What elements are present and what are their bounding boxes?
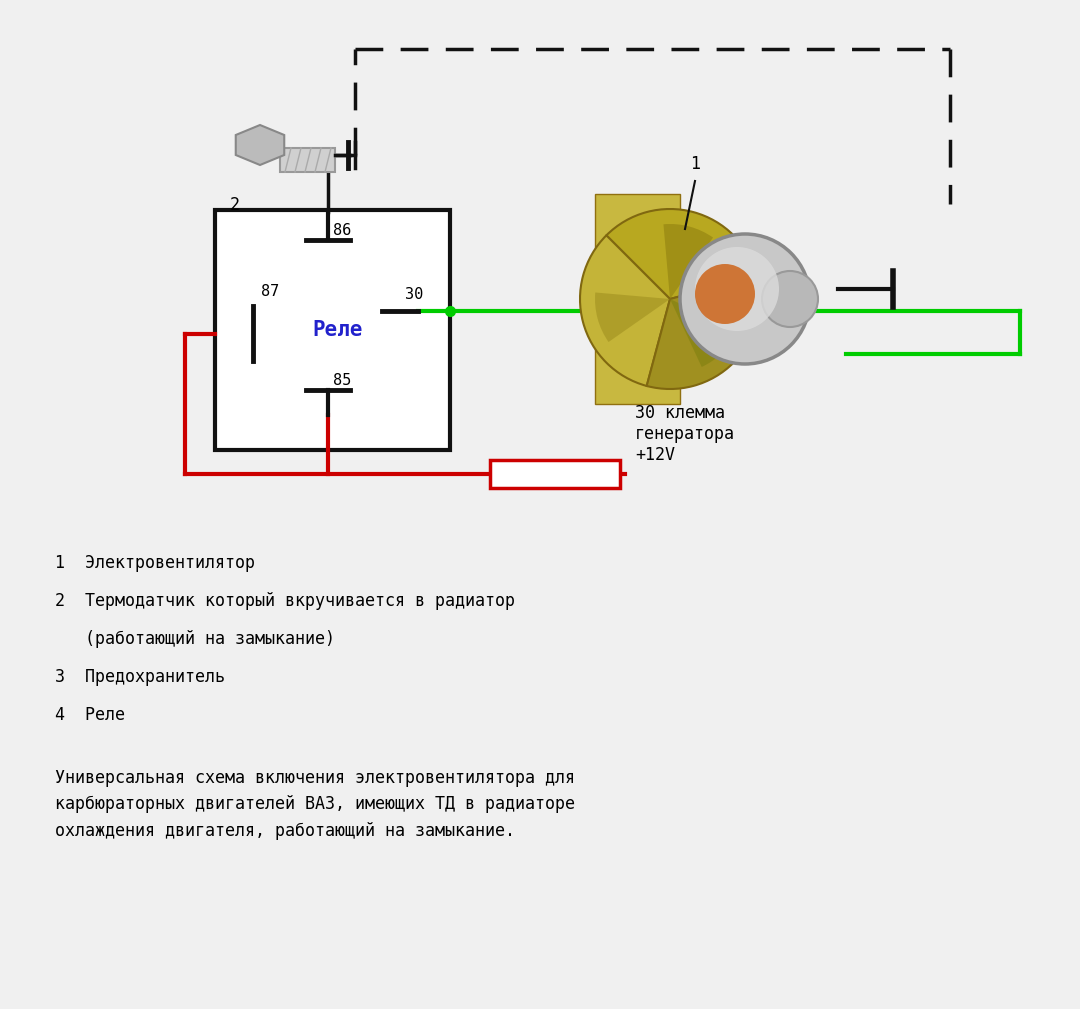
Text: 30 клемма
генератора
+12V: 30 клемма генератора +12V bbox=[635, 405, 735, 464]
Text: 1  Электровентилятор: 1 Электровентилятор bbox=[55, 554, 255, 572]
Wedge shape bbox=[606, 209, 757, 299]
Wedge shape bbox=[647, 275, 760, 389]
Text: 87: 87 bbox=[261, 284, 280, 299]
Wedge shape bbox=[595, 293, 670, 342]
Wedge shape bbox=[670, 299, 738, 367]
Text: 85: 85 bbox=[333, 373, 351, 388]
Bar bbox=[595, 194, 680, 404]
Bar bbox=[215, 210, 450, 450]
Circle shape bbox=[762, 271, 818, 327]
Text: 86: 86 bbox=[333, 223, 351, 238]
Text: 4  Реле: 4 Реле bbox=[55, 706, 125, 724]
Text: Реле: Реле bbox=[312, 320, 363, 340]
Wedge shape bbox=[580, 235, 670, 385]
Circle shape bbox=[680, 234, 810, 364]
Bar bbox=[490, 460, 620, 488]
Polygon shape bbox=[235, 125, 284, 165]
Circle shape bbox=[696, 247, 779, 331]
Text: Универсальная схема включения электровентилятора для
карбюраторных двигателей ВА: Универсальная схема включения электровен… bbox=[55, 769, 575, 839]
Text: 30: 30 bbox=[405, 287, 423, 302]
Text: 2: 2 bbox=[230, 196, 240, 214]
Circle shape bbox=[696, 264, 755, 324]
Text: 1: 1 bbox=[690, 155, 700, 173]
Text: (работающий на замыкание): (работающий на замыкание) bbox=[55, 630, 335, 648]
Text: 3  Предохранитель: 3 Предохранитель bbox=[55, 668, 225, 686]
Bar bbox=[280, 148, 335, 172]
Wedge shape bbox=[663, 224, 713, 299]
Text: 2  Термодатчик который вкручивается в радиатор: 2 Термодатчик который вкручивается в рад… bbox=[55, 592, 515, 610]
